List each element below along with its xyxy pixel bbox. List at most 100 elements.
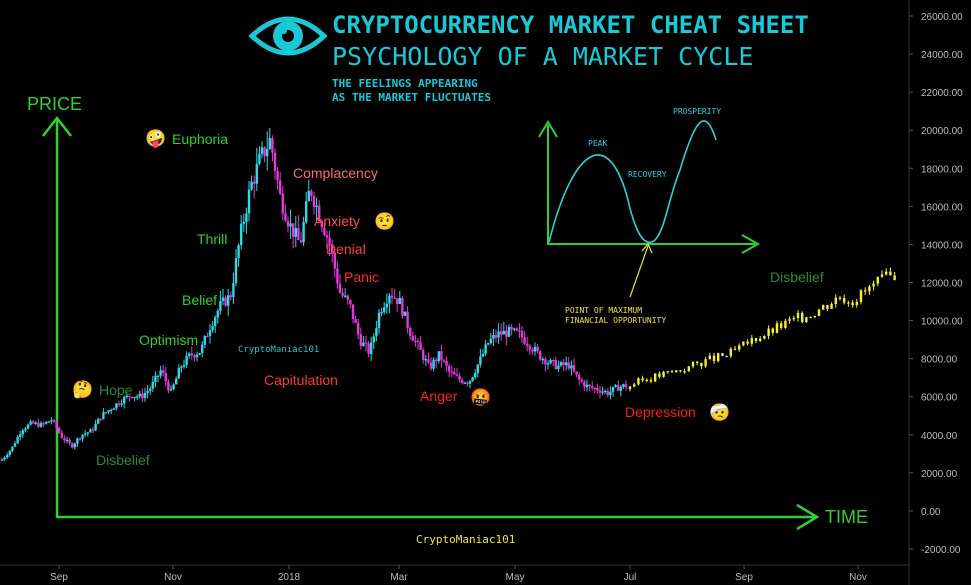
candle-body <box>16 436 19 444</box>
candle-body <box>559 362 563 366</box>
candle-body <box>868 286 871 292</box>
phase-disbelief-late-emoji: 😟 <box>743 267 761 287</box>
phase-optimism: 😊 Optimism <box>112 330 198 350</box>
phase-belief-emoji: 😃 <box>155 290 173 310</box>
candle-body <box>448 365 451 372</box>
candle-body <box>409 327 412 336</box>
candle-body <box>258 153 261 164</box>
tagline-line2: AS THE MARKET FLUCTUATES <box>332 91 491 104</box>
candle-body <box>679 370 682 372</box>
candle-body <box>435 359 438 362</box>
candle-body <box>364 342 368 344</box>
candle-body <box>637 378 640 385</box>
candle-body <box>406 311 409 328</box>
y-tick-label: 22000.00 <box>921 88 963 99</box>
candle-body <box>450 371 453 373</box>
candle-body <box>255 163 258 184</box>
y-tick-label: 20000.00 <box>921 126 963 137</box>
candle-body <box>240 223 243 246</box>
candle-body <box>198 353 201 355</box>
candle-body <box>502 330 505 335</box>
candle-body <box>162 370 165 374</box>
candle-body <box>687 366 690 372</box>
candle-body <box>876 276 879 284</box>
candle-body <box>302 222 305 243</box>
candle-body <box>193 355 196 358</box>
candle-body <box>780 323 783 329</box>
candle-body <box>107 410 110 413</box>
candle-body <box>331 244 334 253</box>
candle-body <box>341 292 344 296</box>
candle-body <box>167 381 170 391</box>
candle-body <box>141 393 144 399</box>
candle-body <box>733 348 737 350</box>
phase-hope-label: Hope <box>99 382 133 398</box>
phase-optimism-label: Optimism <box>139 332 198 348</box>
candle-body <box>683 371 686 373</box>
phase-euphoria: 🤪 Euphoria <box>145 129 228 149</box>
candle-body <box>0 459 4 461</box>
candle-body <box>424 359 427 361</box>
candle-body <box>42 423 45 425</box>
phase-anxiety: Anxiety 🤨 <box>314 212 395 232</box>
candle-body <box>675 370 678 372</box>
candle-body <box>229 295 232 298</box>
candle-body <box>362 342 365 346</box>
phase-complacency-emoji: 😌 <box>392 164 410 184</box>
phase-euphoria-label: Euphoria <box>172 131 228 147</box>
candle-body <box>633 384 636 387</box>
candle-body <box>609 391 612 396</box>
candle-body <box>206 336 209 338</box>
candle-body <box>580 379 583 382</box>
candle-body <box>123 397 126 404</box>
candle-body <box>357 322 360 335</box>
candle-body <box>729 348 732 356</box>
candle-body <box>414 340 417 343</box>
candle-body <box>416 340 420 343</box>
candle-body <box>354 318 357 323</box>
candle-body <box>411 335 414 341</box>
candle-body <box>427 359 430 363</box>
phase-anger-emoji: 🤬 <box>470 388 491 408</box>
candle-body <box>260 147 264 154</box>
y-tick-label: 10000.00 <box>921 317 963 328</box>
candle-body <box>796 312 800 319</box>
candle-body <box>284 213 287 221</box>
candle-body <box>893 275 896 281</box>
candle-body <box>344 295 347 297</box>
y-tick-label: 8000.00 <box>921 355 958 366</box>
phase-disbelief-late-label: Disbelief <box>770 269 824 285</box>
phase-panic-label: Panic <box>344 269 379 285</box>
candle-body <box>34 422 37 424</box>
candle-body <box>237 245 240 259</box>
cycle-diagram: PEAK RECOVERY PROSPERITY POINT OF MAXIMU… <box>538 107 761 325</box>
candle-body <box>60 432 63 439</box>
phase-denial-label: Denial <box>326 241 366 257</box>
candle-body <box>276 170 279 181</box>
candle-body <box>666 371 669 373</box>
candle-body <box>385 303 388 308</box>
y-tick-label: 16000.00 <box>921 202 963 213</box>
candle-body <box>68 439 71 444</box>
candle-body <box>596 387 599 391</box>
candle-body <box>432 359 435 369</box>
candle-body <box>201 344 204 354</box>
y-axis-ticks: 26000.00 24000.00 22000.00 20000.00 18000.00… <box>909 12 963 556</box>
candle-body <box>396 298 399 305</box>
candle-body <box>645 379 648 382</box>
candle-body <box>203 336 206 345</box>
candle-body <box>484 344 487 354</box>
candle-body <box>813 316 816 318</box>
candle-body <box>461 379 464 383</box>
candle-body <box>593 387 596 390</box>
candle-body <box>696 361 699 364</box>
candle-body <box>497 331 500 338</box>
candle-body <box>536 346 539 352</box>
candle-body <box>847 302 850 304</box>
candle-body <box>533 346 537 352</box>
candle-body <box>375 328 378 337</box>
candle-body <box>47 421 50 423</box>
candle-body <box>185 355 188 366</box>
candle-body <box>507 326 511 337</box>
eye-icon <box>248 16 328 56</box>
